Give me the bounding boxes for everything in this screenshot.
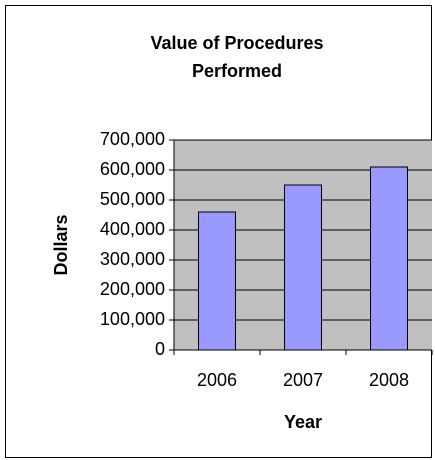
x-tick-label: 2007 xyxy=(283,370,323,390)
y-tick-label: 100,000 xyxy=(100,309,165,329)
y-tick-label: 600,000 xyxy=(100,159,165,179)
y-tick-label: 400,000 xyxy=(100,219,165,239)
x-tick-label: 2008 xyxy=(369,370,409,390)
y-tick-label: 500,000 xyxy=(100,189,165,209)
y-tick-label: 300,000 xyxy=(100,249,165,269)
bar xyxy=(370,166,408,351)
bar xyxy=(284,184,322,351)
x-tick-label: 2006 xyxy=(197,370,237,390)
chart-title-line-1: Value of Procedures xyxy=(150,33,323,53)
y-tick-label: 700,000 xyxy=(100,129,165,149)
y-tick-label: 200,000 xyxy=(100,279,165,299)
y-tick-label: 0 xyxy=(155,339,165,359)
chart-title-line-2: Performed xyxy=(192,61,282,81)
y-axis-label: Dollars xyxy=(51,214,71,275)
x-axis-label: Year xyxy=(284,412,322,432)
bar xyxy=(198,211,236,351)
